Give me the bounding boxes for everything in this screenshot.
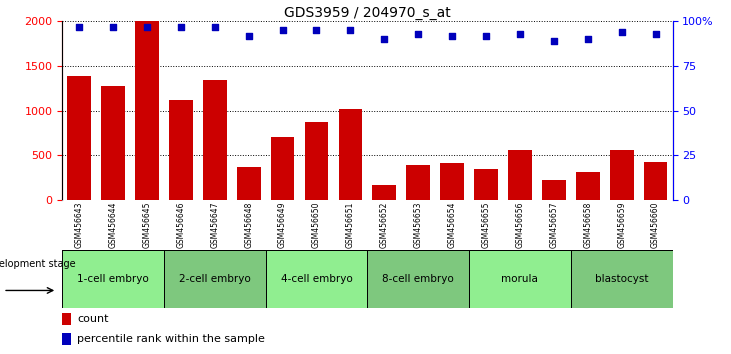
Bar xyxy=(270,137,295,200)
Bar xyxy=(610,150,634,200)
Point xyxy=(73,24,85,29)
Title: GDS3959 / 204970_s_at: GDS3959 / 204970_s_at xyxy=(284,6,451,20)
Point xyxy=(311,27,322,33)
Bar xyxy=(164,250,265,308)
Point xyxy=(209,24,221,29)
Text: GSM456644: GSM456644 xyxy=(108,201,118,248)
Bar xyxy=(576,172,599,200)
Point xyxy=(277,27,289,33)
Point xyxy=(141,24,153,29)
Text: 8-cell embryo: 8-cell embryo xyxy=(382,274,454,284)
Point xyxy=(480,33,492,38)
Text: morula: morula xyxy=(501,274,538,284)
Bar xyxy=(237,167,260,200)
Bar xyxy=(265,250,368,308)
Text: 2-cell embryo: 2-cell embryo xyxy=(179,274,251,284)
Bar xyxy=(372,185,396,200)
Bar xyxy=(367,250,469,308)
Text: 1-cell embryo: 1-cell embryo xyxy=(77,274,149,284)
Text: GSM456647: GSM456647 xyxy=(211,201,219,248)
Bar xyxy=(440,163,464,200)
Bar xyxy=(62,313,71,325)
Text: percentile rank within the sample: percentile rank within the sample xyxy=(77,335,265,344)
Text: GSM456657: GSM456657 xyxy=(549,201,558,248)
Text: 4-cell embryo: 4-cell embryo xyxy=(281,274,352,284)
Bar xyxy=(469,250,571,308)
Text: GSM456653: GSM456653 xyxy=(414,201,423,248)
Point xyxy=(243,33,254,38)
Text: development stage: development stage xyxy=(0,259,75,269)
Text: GSM456650: GSM456650 xyxy=(312,201,321,248)
Bar xyxy=(62,250,164,308)
Text: GSM456659: GSM456659 xyxy=(617,201,626,248)
Bar xyxy=(169,100,193,200)
Bar xyxy=(474,169,498,200)
Bar xyxy=(203,80,227,200)
Bar xyxy=(101,86,125,200)
Text: GSM456648: GSM456648 xyxy=(244,201,253,248)
Point xyxy=(514,31,526,36)
Bar xyxy=(571,250,673,308)
Text: GSM456658: GSM456658 xyxy=(583,201,592,248)
Text: count: count xyxy=(77,314,109,324)
Bar xyxy=(62,333,71,345)
Bar xyxy=(135,21,159,200)
Text: GSM456646: GSM456646 xyxy=(176,201,186,248)
Point xyxy=(548,38,560,44)
Text: GSM456654: GSM456654 xyxy=(447,201,457,248)
Text: GSM456645: GSM456645 xyxy=(143,201,151,248)
Text: GSM456660: GSM456660 xyxy=(651,201,660,248)
Point xyxy=(650,31,662,36)
Text: GSM456651: GSM456651 xyxy=(346,201,355,248)
Bar xyxy=(305,122,328,200)
Text: GSM456655: GSM456655 xyxy=(482,201,491,248)
Point xyxy=(175,24,186,29)
Text: GSM456652: GSM456652 xyxy=(380,201,389,248)
Bar xyxy=(338,109,363,200)
Point xyxy=(379,36,390,42)
Text: GSM456643: GSM456643 xyxy=(75,201,83,248)
Text: GSM456649: GSM456649 xyxy=(278,201,287,248)
Point xyxy=(616,29,627,35)
Point xyxy=(412,31,424,36)
Point xyxy=(582,36,594,42)
Text: GSM456656: GSM456656 xyxy=(515,201,524,248)
Point xyxy=(107,24,119,29)
Text: blastocyst: blastocyst xyxy=(595,274,648,284)
Bar xyxy=(67,76,91,200)
Bar xyxy=(508,149,531,200)
Point xyxy=(344,27,356,33)
Point xyxy=(446,33,458,38)
Bar xyxy=(406,165,430,200)
Bar xyxy=(644,162,667,200)
Bar xyxy=(542,180,566,200)
